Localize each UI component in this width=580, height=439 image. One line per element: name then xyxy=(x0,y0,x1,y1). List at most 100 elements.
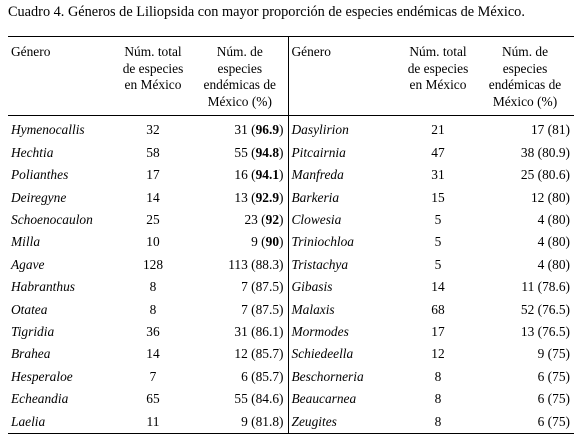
endemic-count: 11 xyxy=(521,279,535,295)
endemic-count: 4 xyxy=(537,212,545,227)
endemic-genera-table: Género Núm. total de especies en México … xyxy=(8,36,574,435)
endemic-count: 9 xyxy=(241,413,248,429)
endemic-percent: 87.5 xyxy=(255,301,280,317)
endemic-cell: 7 (87.5) xyxy=(192,276,289,299)
endemic-cell: 11 (78.6) xyxy=(521,279,570,295)
total-species-cell: 36 xyxy=(146,324,160,340)
total-species-cell: 17 xyxy=(431,324,445,340)
endemic-count: 4 xyxy=(537,234,545,250)
endemic-cell: 17 (81) xyxy=(530,122,570,138)
genus-cell: Agave xyxy=(11,256,45,272)
endemic-cell: 12 (80) xyxy=(530,189,570,205)
endemic-cell: 9 (81.8) xyxy=(192,410,289,435)
endemic-percent: 75 xyxy=(552,368,566,384)
table-row: Brahea 14 12 (85.7) Schiedeella 12 9 (75) xyxy=(8,343,574,366)
endemic-percent: 92 xyxy=(265,212,280,227)
table-row: Habranthus 8 7 (87.5) Gibasis 14 11 (78.6) xyxy=(8,276,574,299)
endemic-cell: 23 (92) xyxy=(192,209,289,232)
genus-cell: Hesperaloe xyxy=(11,368,73,384)
genus-cell: Pitcairnia xyxy=(291,144,346,160)
endemic-cell: 9 (75) xyxy=(537,346,570,362)
total-species-cell: 5 xyxy=(434,256,442,272)
endemic-cell: 4 (80) xyxy=(537,212,570,227)
table-row: Echeandia 65 55 (84.6) Beaucarnea 8 6 (75) xyxy=(8,388,574,411)
endemic-percent: 76.5 xyxy=(542,301,566,317)
table-caption: Cuadro 4. Géneros de Liliopsida con mayo… xyxy=(8,4,525,20)
total-species-cell: 32 xyxy=(146,122,160,138)
total-species-cell: 11 xyxy=(114,410,192,435)
total-species-cell: 14 xyxy=(146,346,160,362)
endemic-percent: 80 xyxy=(552,256,566,272)
endemic-cell: 9 (90) xyxy=(192,231,289,254)
table-body: Hymenocallis 32 31 (96.9) Dasylirion 21 17 (8… xyxy=(8,115,574,435)
endemic-percent: 76.5 xyxy=(542,324,566,340)
endemic-cell: 6 (75) xyxy=(537,368,570,384)
total-species-cell: 17 xyxy=(146,167,160,183)
endemic-count: 17 xyxy=(530,122,545,138)
endemic-count: 38 xyxy=(520,144,535,160)
genus-cell: Deiregyne xyxy=(11,189,67,205)
header-endemic-right: Núm. de especies endémicas de México (%) xyxy=(488,44,562,109)
genus-cell: Schoenocaulon xyxy=(11,212,93,227)
total-species-cell: 14 xyxy=(146,189,160,205)
endemic-cell: 31 (96.9) xyxy=(192,115,289,142)
endemic-percent: 75 xyxy=(552,413,566,429)
endemic-percent: 80.6 xyxy=(542,167,566,183)
table-row: Schoenocaulon 25 23 (92) Clowesia 5 4 (80) xyxy=(8,209,574,232)
header-total-right: Núm. total de especies en México xyxy=(407,44,469,93)
endemic-count: 31 xyxy=(234,324,248,340)
endemic-cell: 31 (86.1) xyxy=(192,321,289,344)
genus-cell: Laelia xyxy=(8,410,114,435)
endemic-percent: 81.8 xyxy=(255,413,280,429)
total-species-cell: 21 xyxy=(431,122,445,138)
total-species-cell: 31 xyxy=(431,167,445,183)
genus-cell: Brahea xyxy=(11,346,51,362)
genus-cell: Barkeria xyxy=(291,189,340,205)
endemic-genera-table-container: Género Núm. total de especies en México … xyxy=(8,36,574,435)
total-species-cell: 68 xyxy=(431,301,445,317)
endemic-percent: 94.8 xyxy=(255,144,280,160)
total-species-cell: 128 xyxy=(142,256,164,272)
genus-cell: Habranthus xyxy=(11,279,75,295)
total-species-cell: 8 xyxy=(149,279,157,295)
endemic-percent: 78.6 xyxy=(542,279,566,295)
endemic-cell: 6 (85.7) xyxy=(192,365,289,389)
endemic-cell: 6 (75) xyxy=(537,391,570,407)
genus-cell: Tristachya xyxy=(291,256,349,272)
endemic-cell: 12 (85.7) xyxy=(192,343,289,366)
endemic-count: 6 xyxy=(537,413,545,429)
table-header-row: Género Núm. total de especies en México … xyxy=(8,36,574,116)
endemic-percent: 84.6 xyxy=(255,391,280,407)
genus-cell: Echeandia xyxy=(11,391,69,407)
endemic-cell: 7 (87.5) xyxy=(192,298,289,322)
total-species-cell: 5 xyxy=(434,234,442,250)
endemic-cell: 52 (76.5) xyxy=(520,301,570,317)
genus-cell: Hechtia xyxy=(11,144,54,160)
endemic-count: 12 xyxy=(234,346,248,362)
endemic-count: 55 xyxy=(234,391,248,407)
genus-cell: Milla xyxy=(11,234,41,250)
genus-cell: Beaucarnea xyxy=(291,391,357,407)
endemic-percent: 86.1 xyxy=(255,324,280,340)
genus-cell: Dasylirion xyxy=(291,122,349,138)
genus-cell: Beschorneria xyxy=(291,368,364,384)
endemic-percent: 75 xyxy=(552,346,566,362)
table-row: Milla 10 9 (90) Triniochloa 5 4 (80) xyxy=(8,231,574,254)
endemic-percent: 92.9 xyxy=(255,189,280,205)
endemic-cell: 38 (80.9) xyxy=(520,144,570,160)
endemic-percent: 94.1 xyxy=(255,167,280,183)
endemic-percent: 80 xyxy=(552,212,566,227)
genus-cell: Gibasis xyxy=(291,279,333,295)
header-total-left: Núm. total de especies en México xyxy=(122,44,184,93)
endemic-cell: 55 (84.6) xyxy=(192,388,289,411)
endemic-percent: 81 xyxy=(552,122,566,138)
total-species-cell: 12 xyxy=(431,346,445,362)
endemic-cell: 4 (80) xyxy=(537,256,570,272)
endemic-count: 13 xyxy=(234,189,248,205)
endemic-count: 6 xyxy=(537,391,545,407)
genus-cell: Manfreda xyxy=(291,167,344,183)
table-row: Hesperaloe 7 6 (85.7) Beschorneria 8 6 (75) xyxy=(8,365,574,389)
table-row: Laelia 11 9 (81.8) Zeugites 8 6 (75) xyxy=(8,410,574,435)
endemic-percent: 80 xyxy=(552,234,566,250)
endemic-percent: 85.7 xyxy=(255,346,280,362)
